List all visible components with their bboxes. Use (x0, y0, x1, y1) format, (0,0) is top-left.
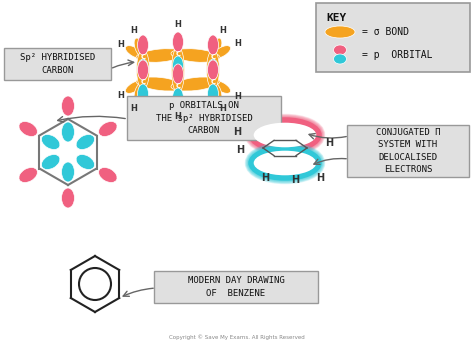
Ellipse shape (213, 80, 231, 93)
Text: H: H (291, 175, 299, 185)
Text: H: H (234, 92, 241, 100)
Ellipse shape (126, 46, 143, 58)
Text: = p  ORBITAL: = p ORBITAL (362, 50, 432, 60)
Text: H: H (219, 26, 226, 35)
Ellipse shape (207, 50, 219, 89)
Text: C: C (210, 54, 216, 60)
Text: H: H (261, 173, 269, 183)
Ellipse shape (137, 59, 148, 79)
Text: Sp² HYBRIDISED
CARBON: Sp² HYBRIDISED CARBON (20, 53, 95, 75)
Ellipse shape (173, 32, 182, 54)
Ellipse shape (173, 32, 183, 52)
Text: MODERN DAY DRAWING
OF  BENZENE: MODERN DAY DRAWING OF BENZENE (188, 276, 284, 298)
Ellipse shape (136, 77, 185, 91)
Ellipse shape (99, 121, 117, 137)
Ellipse shape (254, 123, 316, 147)
Ellipse shape (248, 145, 322, 181)
Ellipse shape (137, 50, 149, 89)
Text: C: C (175, 83, 181, 89)
Ellipse shape (62, 162, 74, 182)
Ellipse shape (208, 59, 219, 79)
FancyBboxPatch shape (316, 3, 470, 72)
Ellipse shape (41, 154, 60, 170)
Text: H: H (130, 104, 137, 113)
FancyBboxPatch shape (127, 96, 281, 140)
Ellipse shape (208, 60, 219, 80)
Ellipse shape (137, 35, 148, 55)
Text: p ORBITALS ON
THE sp² HYBRIDISED
CARBON: p ORBITALS ON THE sp² HYBRIDISED CARBON (155, 101, 252, 135)
Text: H: H (117, 90, 124, 99)
Ellipse shape (248, 117, 322, 153)
Ellipse shape (173, 56, 183, 76)
Ellipse shape (136, 49, 185, 62)
Text: C: C (140, 54, 146, 60)
Ellipse shape (172, 47, 184, 93)
FancyBboxPatch shape (154, 271, 318, 303)
Text: CONJUGATED Π
SYSTEM WITH
DELOCALISED
ELECTRONS: CONJUGATED Π SYSTEM WITH DELOCALISED ELE… (376, 128, 440, 174)
Ellipse shape (19, 168, 37, 183)
Text: H: H (316, 173, 324, 183)
Ellipse shape (325, 26, 355, 38)
FancyBboxPatch shape (4, 48, 111, 80)
Ellipse shape (334, 45, 346, 55)
Ellipse shape (208, 84, 219, 104)
Ellipse shape (137, 84, 148, 104)
Text: KEY: KEY (326, 13, 346, 23)
Text: H: H (174, 20, 182, 29)
Text: H: H (325, 138, 333, 148)
Text: C: C (210, 79, 216, 85)
Ellipse shape (208, 35, 219, 55)
Text: H: H (236, 145, 244, 155)
FancyBboxPatch shape (347, 125, 469, 177)
Ellipse shape (134, 38, 145, 57)
Ellipse shape (171, 77, 220, 91)
Ellipse shape (211, 82, 222, 101)
Ellipse shape (76, 154, 95, 170)
Text: Copyright © Save My Exams. All Rights Reserved: Copyright © Save My Exams. All Rights Re… (169, 334, 305, 340)
Ellipse shape (62, 188, 74, 208)
Ellipse shape (213, 46, 231, 58)
Ellipse shape (211, 38, 222, 57)
Ellipse shape (19, 121, 37, 137)
Text: C: C (175, 51, 181, 57)
Text: C: C (140, 79, 146, 85)
Ellipse shape (171, 49, 220, 62)
Ellipse shape (254, 151, 316, 175)
Ellipse shape (62, 96, 74, 116)
Text: H: H (117, 40, 124, 49)
Text: H: H (234, 39, 241, 47)
Ellipse shape (62, 122, 74, 142)
Ellipse shape (137, 60, 148, 80)
Ellipse shape (126, 80, 143, 93)
Ellipse shape (41, 135, 60, 150)
Text: = σ BOND: = σ BOND (362, 27, 409, 37)
Text: H: H (219, 104, 226, 113)
Text: H: H (174, 111, 182, 120)
Text: H: H (130, 26, 137, 35)
Ellipse shape (173, 86, 182, 108)
Ellipse shape (173, 64, 183, 84)
Ellipse shape (134, 82, 145, 101)
Ellipse shape (334, 54, 346, 64)
Ellipse shape (99, 168, 117, 183)
Ellipse shape (76, 135, 95, 150)
Text: H: H (233, 127, 241, 137)
Ellipse shape (173, 88, 183, 108)
